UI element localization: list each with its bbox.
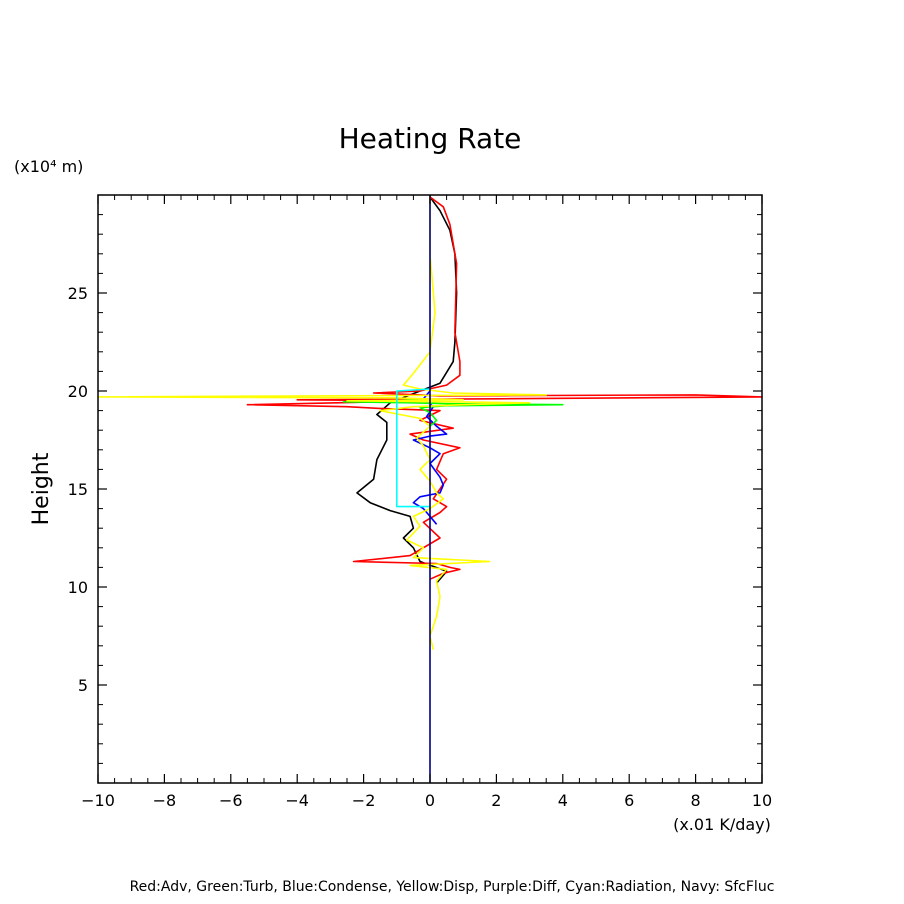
- y-tick-label: 25: [68, 284, 88, 303]
- x-tick-label: 10: [752, 791, 772, 810]
- y-tick-label: 5: [78, 676, 88, 695]
- x-tick-label: 0: [425, 791, 435, 810]
- legend-caption: Red:Adv, Green:Turb, Blue:Condense, Yell…: [130, 879, 775, 895]
- series-line-5: [396, 388, 431, 508]
- x-tick-label: 8: [691, 791, 701, 810]
- x-tick-label: −8: [153, 791, 177, 810]
- series-layer: [97, 195, 763, 783]
- series-line-2: [412, 390, 448, 525]
- chart-title: Heating Rate: [339, 122, 522, 155]
- x-axis-label: (x.01 K/day): [673, 815, 771, 834]
- x-tick-label: −6: [219, 791, 243, 810]
- series-line-4: [97, 197, 547, 650]
- y-tick-label: 20: [68, 382, 88, 401]
- y-tick-label: 10: [68, 578, 88, 597]
- y-tick-label: 15: [68, 480, 88, 499]
- y-axis-ticks: 5 10 15 20 25: [68, 214, 762, 764]
- y-unit-label: (x10⁴ m): [14, 157, 83, 176]
- y-axis-label: Height: [29, 452, 54, 525]
- x-tick-label: −2: [352, 791, 376, 810]
- x-tick-label: −10: [81, 791, 115, 810]
- x-tick-label: 6: [624, 791, 634, 810]
- series-line-1: [246, 196, 763, 580]
- x-axis-ticks: −10 −8 −6 −4 −2 0 2 4 6 8 10: [81, 195, 772, 810]
- x-tick-label: 2: [491, 791, 501, 810]
- x-tick-label: −4: [285, 791, 309, 810]
- x-tick-label: 4: [558, 791, 568, 810]
